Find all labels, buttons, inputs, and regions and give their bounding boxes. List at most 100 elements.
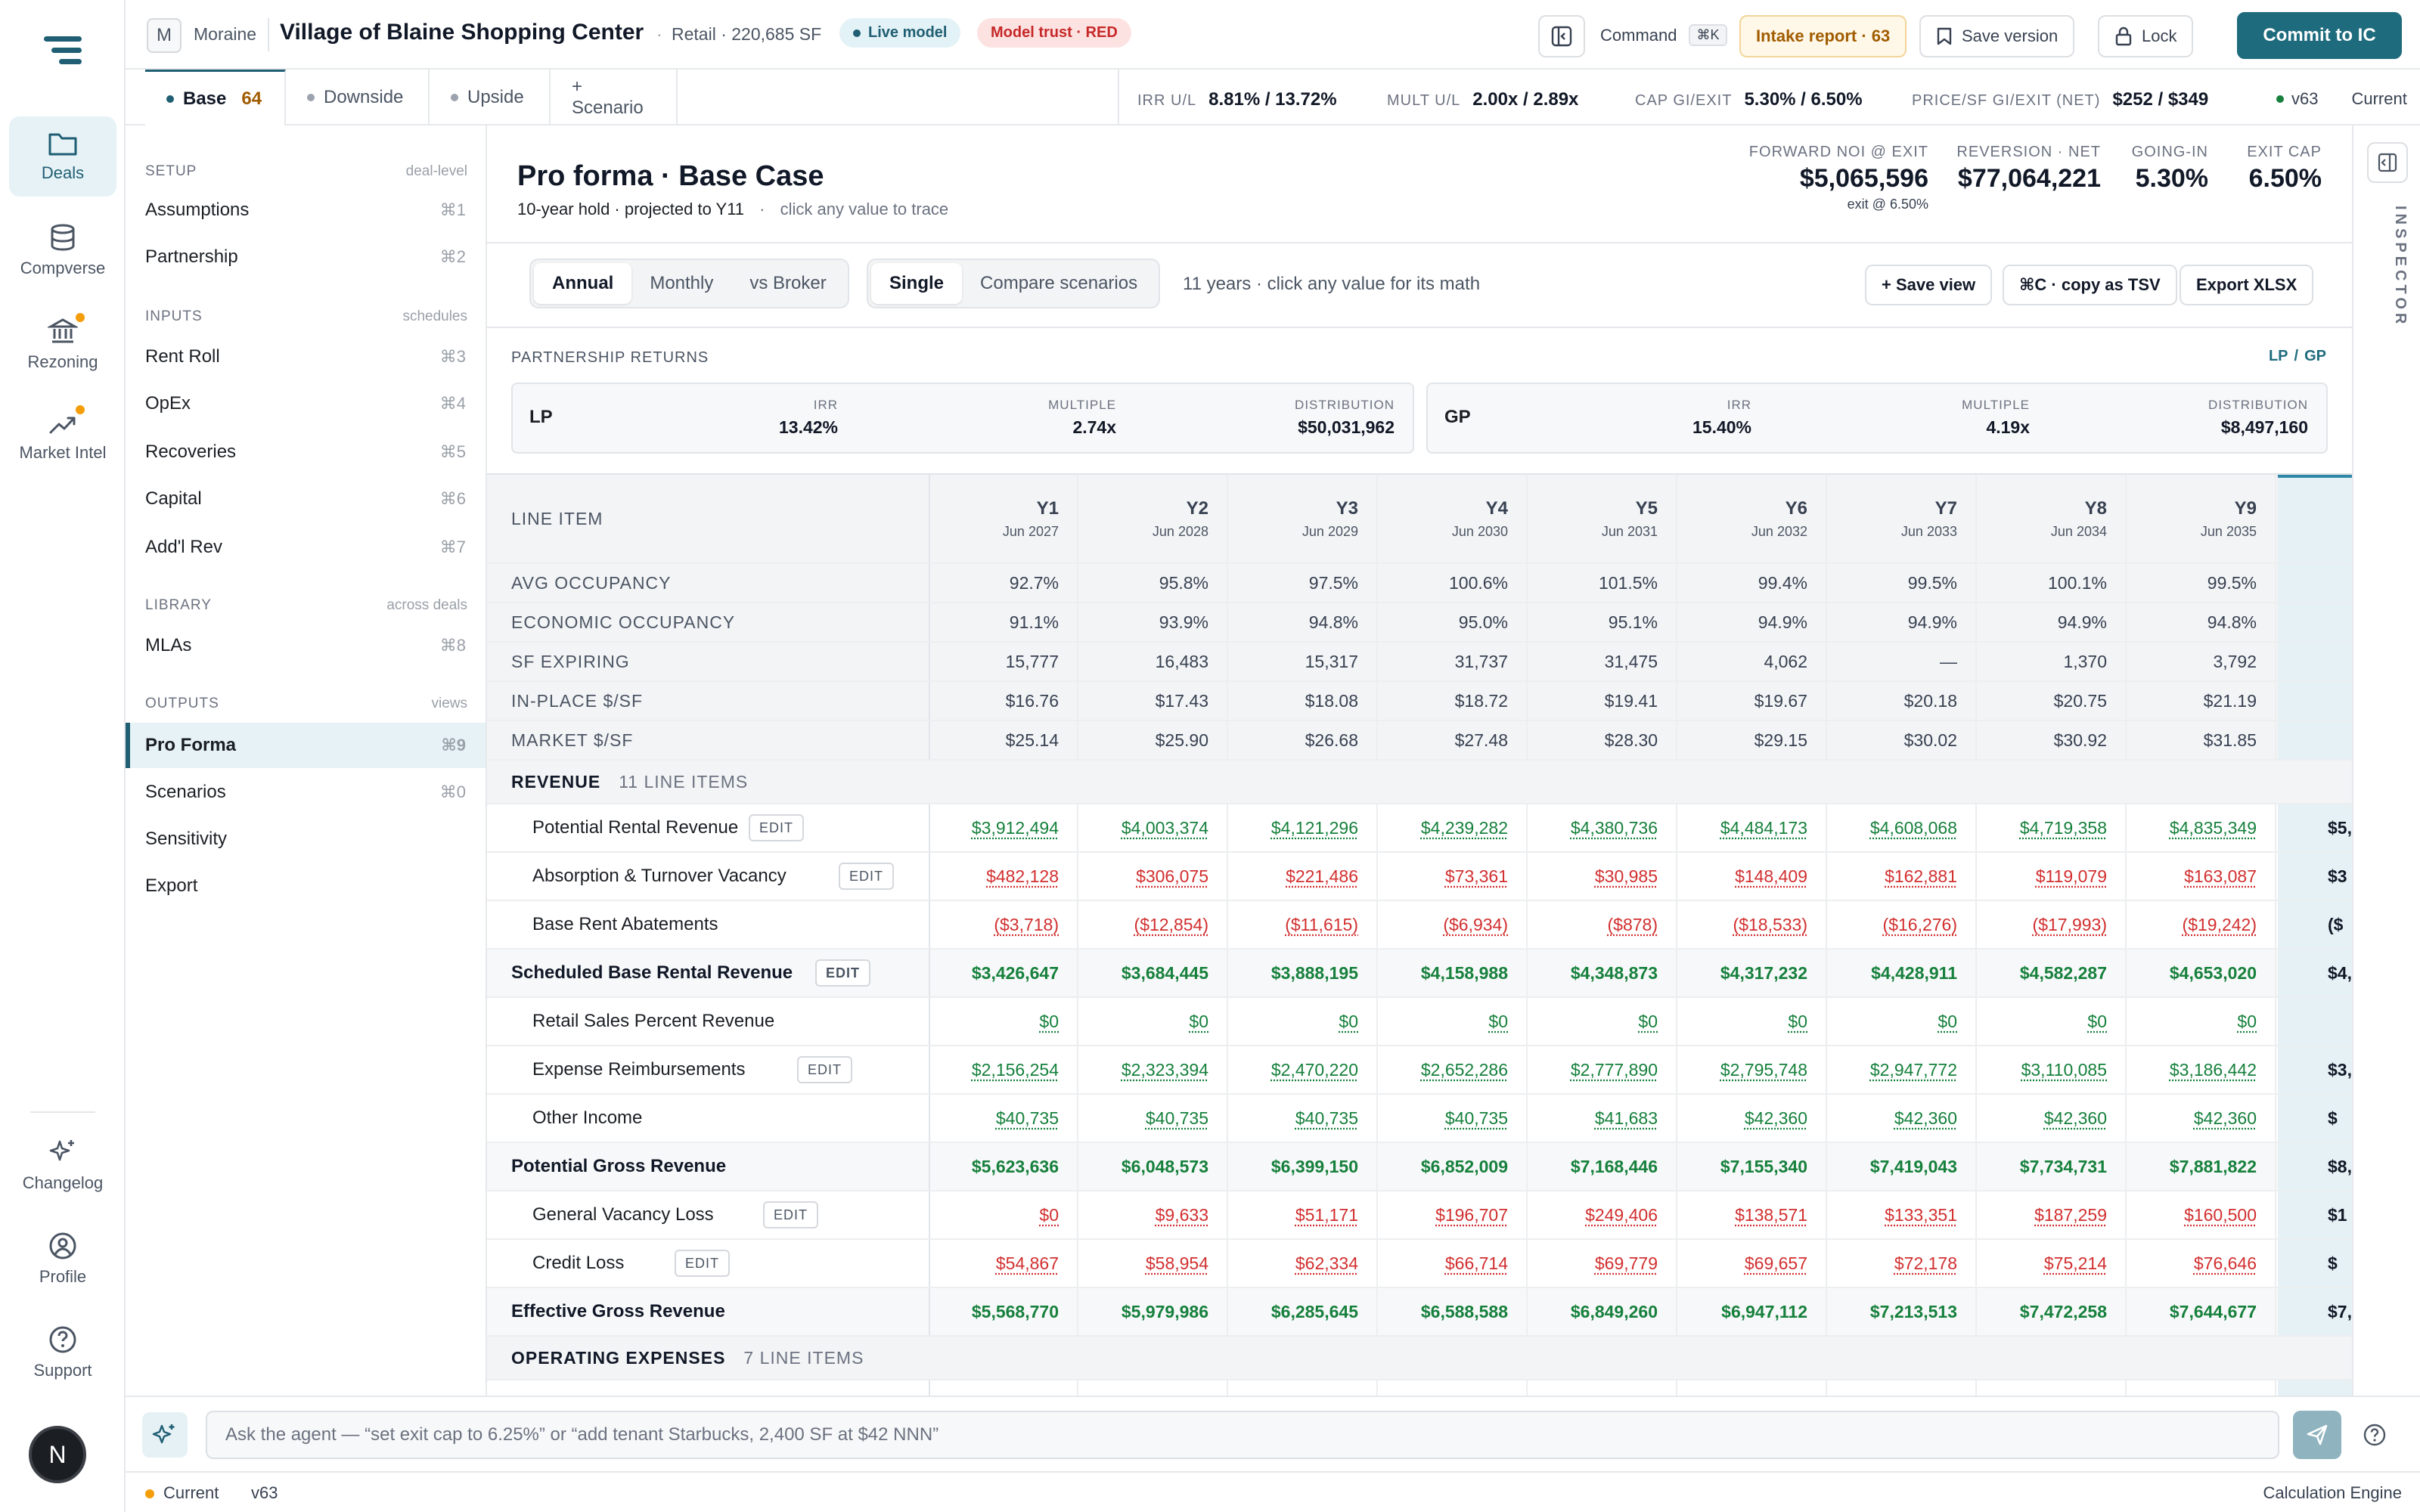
period-vs-broker[interactable]: vs Broker [749,273,827,293]
nav-item-recoveries[interactable]: Recoveries ⌘5 [126,429,486,475]
value-cell[interactable]: $3,888,195 [1230,950,1378,996]
metric-cell[interactable]: $17.43 [1080,682,1228,720]
lp-gp-toggle[interactable]: LP / GP [2269,348,2326,365]
value-cell[interactable]: ($12,854) [1080,901,1228,948]
value-cell[interactable]: $75,214 [1978,1240,2127,1287]
add-scenario-tab[interactable]: + Scenario [551,70,678,125]
sidebar-toggle-button[interactable] [1538,15,1585,57]
org-name[interactable]: Moraine [194,24,257,44]
value-cell[interactable] [1978,1380,2127,1396]
nav-item-sensitivity[interactable]: Sensitivity [126,816,486,862]
metric-cell[interactable] [2278,721,2352,759]
value-cell[interactable]: $119,079 [1978,853,2127,900]
metric-cell[interactable]: 100.6% [1379,564,1528,602]
kpi-going-in[interactable]: GOING-IN 5.30% [2132,144,2208,194]
line-item-label[interactable]: Base Rent Abatements [532,914,718,934]
value-cell[interactable]: $163,087 [2128,853,2276,900]
rail-item-market-intel[interactable]: Market Intel [9,396,116,476]
value-cell[interactable] [1080,1380,1228,1396]
metric-cell[interactable]: $29.15 [1679,721,1827,759]
value-cell[interactable] [1829,1380,1977,1396]
metric-cell[interactable]: 99.5% [1829,564,1977,602]
nav-item-opex[interactable]: OpEx ⌘4 [126,381,486,426]
value-cell[interactable]: ($ [2278,901,2352,948]
line-item-label[interactable]: Scheduled Base Rental Revenue [511,962,793,983]
command-palette-button[interactable]: Command ⌘K [1600,24,1727,46]
metric-cell[interactable] [2278,682,2352,720]
kpi-price-sf[interactable]: PRICE/SF GI/EXIT (NET) $252 / $349 [1912,89,2208,110]
value-cell[interactable]: $72,178 [1829,1240,1977,1287]
value-cell[interactable]: $40,735 [1379,1095,1528,1142]
metric-cell[interactable]: 99.5% [2128,564,2276,602]
value-cell[interactable]: ($878) [1529,901,1677,948]
value-cell[interactable]: ($6,934) [1379,901,1528,948]
metric-cell[interactable]: $18.08 [1230,682,1378,720]
inspector-toggle-button[interactable] [2367,142,2408,183]
value-cell[interactable]: $66,714 [1379,1240,1528,1287]
metric-cell[interactable]: $19.67 [1679,682,1827,720]
metric-cell[interactable]: 94.8% [2128,603,2276,641]
value-cell[interactable]: $2,947,772 [1829,1046,1977,1093]
value-cell[interactable]: $4,719,358 [1978,804,2127,851]
value-cell[interactable]: $54,867 [930,1240,1078,1287]
value-cell[interactable]: $0 [930,998,1078,1045]
value-cell[interactable]: $4,348,873 [1529,950,1677,996]
metric-cell[interactable]: 97.5% [1230,564,1378,602]
app-logo[interactable] [41,33,85,68]
rail-item-support[interactable]: Support [9,1312,116,1393]
value-cell[interactable]: $196,707 [1379,1191,1528,1238]
value-cell[interactable]: $69,657 [1679,1240,1827,1287]
value-cell[interactable]: $5,4 [2278,804,2352,851]
period-monthly[interactable]: Monthly [650,273,714,293]
metric-cell[interactable]: 15,777 [930,643,1078,680]
rail-item-rezoning[interactable]: Rezoning [9,304,116,384]
value-cell[interactable]: $7,472,258 [1978,1288,2127,1335]
value-cell[interactable]: $2,795,748 [1679,1046,1827,1093]
value-cell[interactable]: $6,588,588 [1379,1288,1528,1335]
metric-cell[interactable]: 31,737 [1379,643,1528,680]
lock-button[interactable]: Lock [2098,15,2194,57]
agent-button[interactable] [142,1412,188,1458]
metric-cell[interactable]: $25.90 [1080,721,1228,759]
metric-cell[interactable]: 4,062 [1679,643,1827,680]
value-cell[interactable]: $0 [1230,998,1378,1045]
value-cell[interactable]: $306,075 [1080,853,1228,900]
value-cell[interactable]: ($11,615) [1230,901,1378,948]
column-header-year[interactable]: Y1 Jun 2027 [930,475,1078,562]
value-cell[interactable]: $41,683 [1529,1095,1677,1142]
value-cell[interactable]: $148,409 [1679,853,1827,900]
metric-cell[interactable] [2278,643,2352,680]
value-cell[interactable]: $2,156,254 [930,1046,1078,1093]
value-cell[interactable]: $7,734,731 [1978,1143,2127,1190]
value-cell[interactable]: $2,777,890 [1529,1046,1677,1093]
value-cell[interactable]: $4,121,296 [1230,804,1378,851]
value-cell[interactable]: $0 [1080,998,1228,1045]
line-item-label[interactable]: General Vacancy Loss [532,1204,714,1225]
value-cell[interactable]: $7,155,340 [1679,1143,1827,1190]
value-cell[interactable]: $7,213,513 [1829,1288,1977,1335]
value-cell[interactable] [1679,1380,1827,1396]
save-version-button[interactable]: Save version [1919,15,2075,57]
nav-item-export[interactable]: Export [126,863,486,909]
value-cell[interactable]: $6,048,573 [1080,1143,1228,1190]
value-cell[interactable] [2128,1380,2276,1396]
metric-cell[interactable]: 95.8% [1080,564,1228,602]
metric-cell[interactable]: $30.02 [1829,721,1977,759]
toggle-gp[interactable]: GP [2304,348,2326,364]
edit-button[interactable]: EDIT [839,863,895,890]
avatar[interactable]: N [29,1426,86,1483]
value-cell[interactable]: $7,419,043 [1829,1143,1977,1190]
toggle-lp[interactable]: LP [2268,348,2288,364]
line-item-label[interactable]: Retail Sales Percent Revenue [532,1011,775,1031]
value-cell[interactable]: $73,361 [1379,853,1528,900]
metric-cell[interactable]: 94.9% [1679,603,1827,641]
metric-cell[interactable]: $20.75 [1978,682,2127,720]
value-cell[interactable]: $9,633 [1080,1191,1228,1238]
value-cell[interactable]: $0 [1679,998,1827,1045]
edit-button[interactable]: EDIT [749,814,805,841]
kpi-exit-cap[interactable]: EXIT CAP 6.50% [2247,144,2322,194]
metric-cell[interactable]: 94.9% [1978,603,2127,641]
value-cell[interactable]: $3 [2278,853,2352,900]
nav-item-rent-roll[interactable]: Rent Roll ⌘3 [126,334,486,380]
metric-cell[interactable]: 16,483 [1080,643,1228,680]
